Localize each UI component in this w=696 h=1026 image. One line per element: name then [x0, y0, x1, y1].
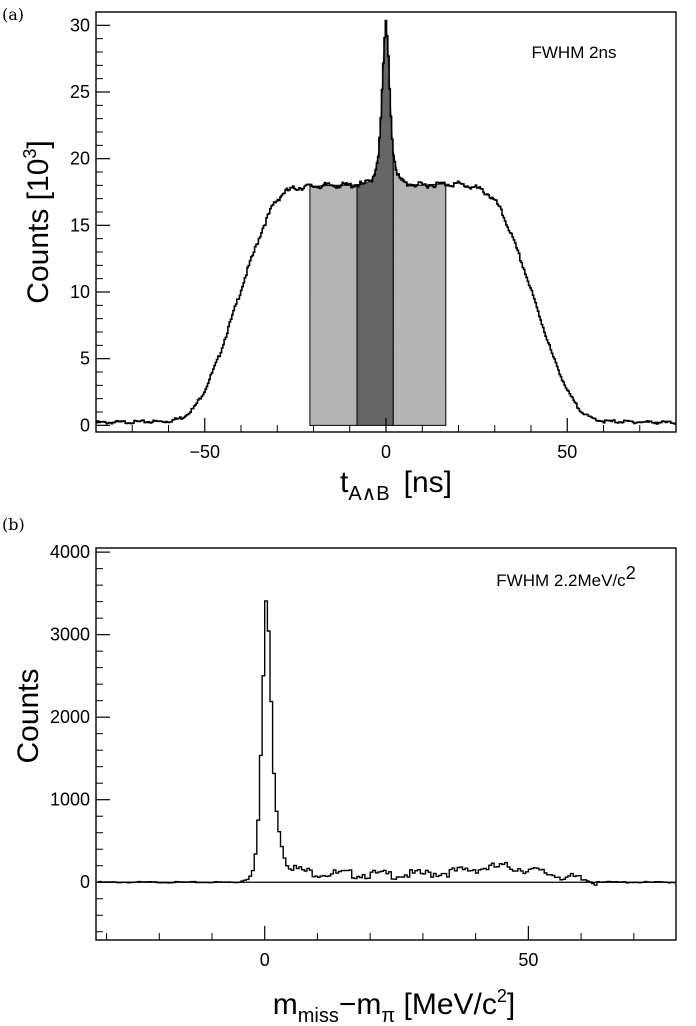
y-tick-label: 0	[80, 415, 90, 435]
y-tick-label: 30	[70, 15, 90, 35]
y-tick-label: 20	[70, 149, 90, 169]
x-tick-label: 0	[260, 950, 270, 970]
y-tick-label: 25	[70, 82, 90, 102]
y-tick-label: 2000	[50, 707, 90, 727]
panel-b-x-ticks: 0 50	[106, 926, 635, 970]
panel-b-y-ticks: 0 1000 2000 3000 4000	[50, 542, 110, 933]
shaded-region	[356, 22, 394, 426]
panel-a-histogram	[96, 19, 677, 425]
panel-a-shaded-regions	[309, 22, 447, 426]
panel-b-label: (b)	[2, 515, 25, 534]
x-tick-label: 50	[557, 442, 577, 462]
panel-a-label: (a)	[2, 5, 24, 24]
panel-b-frame	[95, 547, 677, 941]
panel-b-x-axis-title: mmiss−mπ [MeV/c2]	[273, 986, 516, 1026]
y-tick-label: 3000	[50, 625, 90, 645]
panel-b: (b) 0 1000 2000 3000 4000 0 50 FWHM 2.2MeV/c2…	[2, 515, 677, 1026]
y-tick-label: 0	[80, 872, 90, 892]
panel-b-annotation: FWHM 2.2MeV/c2	[496, 563, 635, 590]
panel-b-y-axis-title: Counts	[12, 668, 45, 763]
shaded-region	[309, 184, 358, 426]
y-tick-label: 15	[70, 215, 90, 235]
panel-a-x-axis-title: tA∧B [ns]	[340, 466, 452, 505]
y-tick-label: 5	[80, 349, 90, 369]
panel-a-y-axis-title: Counts [103]	[20, 140, 55, 303]
panel-a: (a) 0 5 10 15 20 25 30 −50 0 50 FWHM 2ns tA∧B [ns…	[2, 5, 677, 505]
x-tick-label: −50	[189, 442, 220, 462]
y-tick-label: 1000	[50, 790, 90, 810]
y-tick-label: 4000	[50, 542, 90, 562]
panel-a-annotation: FWHM 2ns	[532, 43, 617, 62]
x-tick-label: 0	[381, 442, 391, 462]
y-tick-label: 10	[70, 282, 90, 302]
panel-a-y-ticks: 0 5 10 15 20 25 30	[70, 11, 110, 435]
panel-b-histogram	[96, 600, 676, 886]
x-tick-label: 50	[518, 950, 538, 970]
shaded-region	[392, 151, 447, 426]
panel-a-x-ticks: −50 0 50	[95, 418, 677, 462]
